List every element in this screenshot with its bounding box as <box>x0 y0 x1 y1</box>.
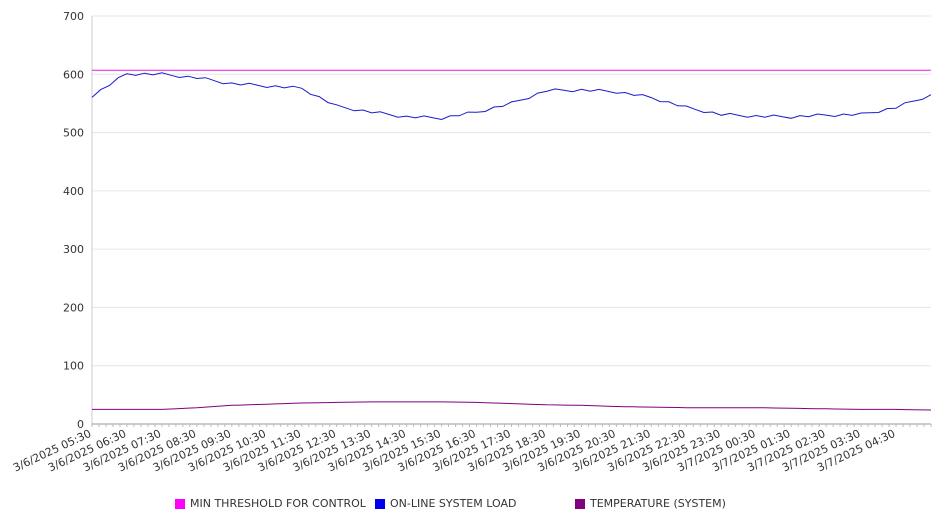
y-tick-label: 600 <box>63 68 84 81</box>
legend-label-online-system-load: ON-LINE SYSTEM LOAD <box>390 497 517 510</box>
series-lines <box>91 69 932 411</box>
legend-swatch-online-system-load <box>375 498 385 509</box>
y-tick-label: 300 <box>63 243 84 256</box>
grid-lines <box>92 15 931 367</box>
y-tick-label: 200 <box>63 301 84 314</box>
y-tick-label: 100 <box>63 360 84 373</box>
y-tick-label: 500 <box>63 127 84 140</box>
legend-item-temperature-system[interactable]: TEMPERATURE (SYSTEM) <box>575 497 726 510</box>
legend-item-min-threshold[interactable]: MIN THRESHOLD FOR CONTROL <box>175 497 366 510</box>
y-tick-label: 400 <box>63 185 84 198</box>
legend-swatch-temperature-system <box>575 498 585 509</box>
legend-item-online-system-load[interactable]: ON-LINE SYSTEM LOAD <box>375 497 516 510</box>
legend-swatch-min-threshold <box>175 498 185 509</box>
x-axis-ticks: 3/6/2025 05:303/6/2025 06:303/6/2025 07:… <box>11 427 897 475</box>
series-line-on-line-system-load <box>91 72 932 121</box>
chart-legend: MIN THRESHOLD FOR CONTROL ON-LINE SYSTEM… <box>0 497 946 515</box>
legend-label-temperature-system: TEMPERATURE (SYSTEM) <box>590 497 726 510</box>
y-tick-label: 700 <box>63 10 84 23</box>
y-axis-ticks: 0 100 200 300 400 500 600 700 <box>63 10 84 431</box>
legend-label-min-threshold: MIN THRESHOLD FOR CONTROL <box>190 497 366 510</box>
series-line-temperature-system <box>92 401 932 411</box>
y-tick-label: 0 <box>77 418 84 431</box>
axes <box>91 16 932 427</box>
